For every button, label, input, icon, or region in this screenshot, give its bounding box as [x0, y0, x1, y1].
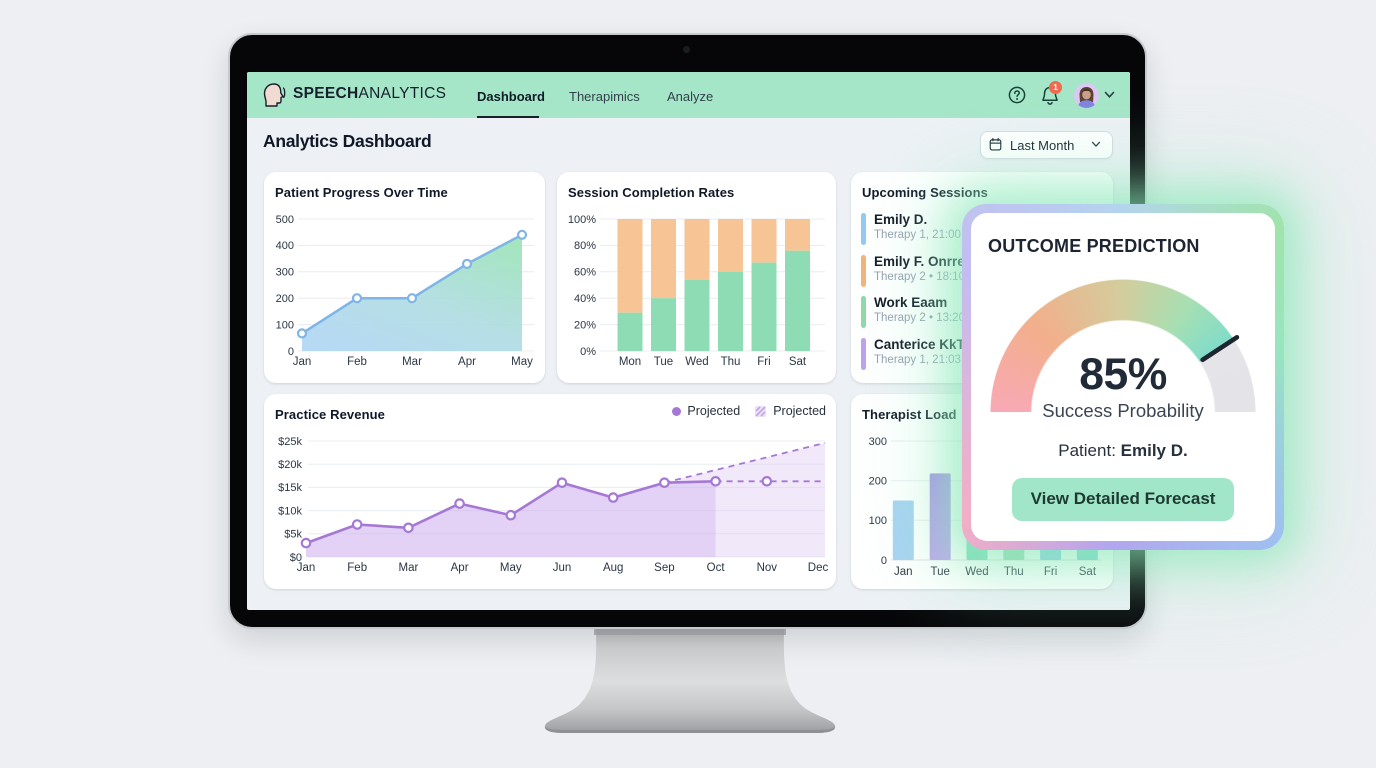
- svg-text:Thu: Thu: [721, 356, 741, 368]
- svg-text:$25k: $25k: [278, 436, 302, 448]
- svg-text:$5k: $5k: [284, 529, 302, 541]
- svg-text:0: 0: [881, 555, 887, 567]
- svg-text:Wed: Wed: [965, 566, 988, 578]
- svg-text:Apr: Apr: [458, 356, 476, 368]
- svg-text:Feb: Feb: [347, 356, 367, 368]
- svg-text:300: 300: [276, 267, 294, 279]
- svg-text:60%: 60%: [574, 267, 596, 279]
- svg-text:Mon: Mon: [619, 356, 641, 368]
- svg-text:Dec: Dec: [808, 562, 829, 574]
- svg-text:500: 500: [276, 214, 294, 226]
- svg-text:Jan: Jan: [894, 566, 913, 578]
- svg-text:Tue: Tue: [931, 566, 950, 578]
- svg-text:Wed: Wed: [685, 356, 708, 368]
- svg-text:Jan: Jan: [297, 562, 316, 574]
- svg-text:Feb: Feb: [347, 562, 367, 574]
- svg-text:Tue: Tue: [654, 356, 673, 368]
- svg-text:Aug: Aug: [603, 562, 623, 574]
- svg-text:Sat: Sat: [789, 356, 807, 368]
- svg-text:May: May: [511, 356, 533, 368]
- svg-text:0%: 0%: [580, 346, 596, 358]
- svg-text:$0: $0: [290, 552, 302, 564]
- svg-text:Thu: Thu: [1004, 566, 1024, 578]
- svg-text:Mar: Mar: [398, 562, 418, 574]
- svg-text:20%: 20%: [574, 319, 596, 331]
- svg-text:$10k: $10k: [278, 505, 302, 517]
- svg-text:80%: 80%: [574, 240, 596, 252]
- svg-text:Fri: Fri: [757, 356, 770, 368]
- svg-text:Jun: Jun: [553, 562, 572, 574]
- svg-text:300: 300: [869, 436, 887, 448]
- svg-text:200: 200: [869, 476, 887, 488]
- svg-text:Sat: Sat: [1079, 566, 1097, 578]
- svg-text:$20k: $20k: [278, 459, 302, 471]
- svg-text:Sep: Sep: [654, 562, 674, 574]
- svg-text:Fri: Fri: [1044, 566, 1057, 578]
- svg-text:Nov: Nov: [757, 562, 778, 574]
- svg-text:$15k: $15k: [278, 482, 302, 494]
- svg-text:400: 400: [276, 240, 294, 252]
- svg-text:100%: 100%: [568, 214, 596, 226]
- svg-text:0: 0: [288, 346, 294, 358]
- svg-text:Jan: Jan: [293, 356, 312, 368]
- svg-text:May: May: [500, 562, 522, 574]
- svg-text:Oct: Oct: [707, 562, 726, 574]
- svg-text:100: 100: [869, 515, 887, 527]
- svg-text:Apr: Apr: [451, 562, 469, 574]
- svg-text:40%: 40%: [574, 293, 596, 305]
- svg-text:100: 100: [276, 319, 294, 331]
- svg-text:Mar: Mar: [402, 356, 422, 368]
- svg-text:200: 200: [276, 293, 294, 305]
